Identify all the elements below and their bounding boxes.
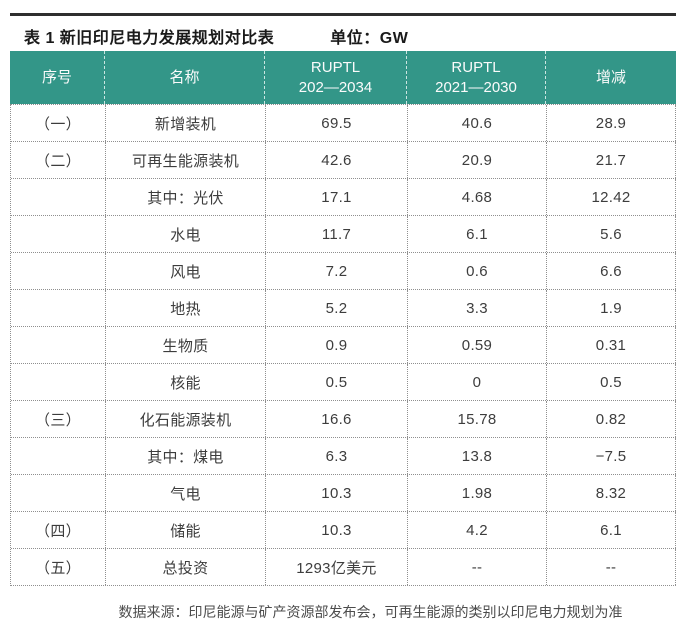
cell-delta: 0.5 (547, 364, 676, 400)
table-title: 表 1 新旧印尼电力发展规划对比表 (24, 30, 275, 47)
comparison-table: 序号 名称 RUPTL 202—2034 RUPTL 2021—2030 增减 … (10, 51, 676, 586)
cell-name: 储能 (106, 512, 266, 548)
cell-delta: 8.32 (547, 475, 676, 511)
cell-name: 生物质 (106, 327, 266, 363)
table-row: 水电 11.7 6.1 5.6 (11, 216, 676, 253)
cell-ruptl-new: 7.2 (266, 253, 408, 289)
header-name: 名称 (105, 51, 265, 104)
table-caption: 表 1 新旧印尼电力发展规划对比表 单位：GW (24, 24, 408, 48)
cell-ruptl-old: 4.2 (408, 512, 547, 548)
cell-ruptl-new: 1293亿美元 (266, 549, 408, 585)
unit-label: 单位：GW (330, 30, 409, 47)
table-header-row: 序号 名称 RUPTL 202—2034 RUPTL 2021—2030 增减 (10, 51, 676, 104)
cell-delta: 28.9 (547, 105, 676, 141)
cell-delta: 6.1 (547, 512, 676, 548)
table-row: 风电 7.2 0.6 6.6 (11, 253, 676, 290)
cell-ruptl-new: 42.6 (266, 142, 408, 178)
cell-ruptl-old: 4.68 (408, 179, 547, 215)
header-delta: 增减 (595, 68, 626, 86)
table-row: （二） 可再生能源装机 42.6 20.9 21.7 (11, 142, 676, 179)
cell-delta: −7.5 (547, 438, 676, 474)
table-row: 气电 10.3 1.98 8.32 (11, 475, 676, 512)
cell-ruptl-new: 17.1 (266, 179, 408, 215)
cell-name: 核能 (106, 364, 266, 400)
cell-ruptl-old: 3.3 (408, 290, 547, 326)
cell-index (11, 290, 106, 326)
source-note: 数据来源：印尼能源与矿产资源部发布会，可再生能源的类别以印尼电力规划为准 (118, 604, 623, 620)
table-row: （一） 新增装机 69.5 40.6 28.9 (11, 105, 676, 142)
cell-ruptl-new: 6.3 (266, 438, 408, 474)
cell-index: （五） (11, 549, 106, 585)
cell-ruptl-new: 0.9 (266, 327, 408, 363)
cell-ruptl-old: 6.1 (408, 216, 547, 252)
cell-index: （二） (11, 142, 106, 178)
cell-name: 其中：光伏 (106, 179, 266, 215)
cell-ruptl-old: 15.78 (408, 401, 547, 437)
cell-ruptl-new: 5.2 (266, 290, 408, 326)
cell-index (11, 438, 106, 474)
cell-name: 总投资 (106, 549, 266, 585)
cell-name: 地热 (106, 290, 266, 326)
table-row: 生物质 0.9 0.59 0.31 (11, 327, 676, 364)
cell-ruptl-new: 10.3 (266, 512, 408, 548)
cell-index (11, 475, 106, 511)
cell-ruptl-new: 69.5 (266, 105, 408, 141)
table-body: （一） 新增装机 69.5 40.6 28.9 （二） 可再生能源装机 42.6… (10, 104, 676, 586)
cell-index: （四） (11, 512, 106, 548)
cell-ruptl-new: 16.6 (266, 401, 408, 437)
table-row: 其中：煤电 6.3 13.8 −7.5 (11, 438, 676, 475)
cell-name: 其中：煤电 (106, 438, 266, 474)
cell-index: （三） (11, 401, 106, 437)
cell-ruptl-old: 13.8 (408, 438, 547, 474)
table-row: （四） 储能 10.3 4.2 6.1 (11, 512, 676, 549)
cell-ruptl-old: 0.6 (408, 253, 547, 289)
table-row: 其中：光伏 17.1 4.68 12.42 (11, 179, 676, 216)
table-row: （五） 总投资 1293亿美元 -- -- (11, 549, 676, 586)
cell-ruptl-old: 1.98 (408, 475, 547, 511)
cell-ruptl-old: 0 (408, 364, 547, 400)
cell-index (11, 364, 106, 400)
cell-index (11, 179, 106, 215)
cell-name: 化石能源装机 (106, 401, 266, 437)
cell-delta: 0.82 (547, 401, 676, 437)
cell-delta: 1.9 (547, 290, 676, 326)
cell-ruptl-old: 0.59 (408, 327, 547, 363)
cell-delta: 21.7 (547, 142, 676, 178)
cell-index (11, 216, 106, 252)
cell-delta: -- (547, 549, 676, 585)
cell-ruptl-old: 40.6 (408, 105, 547, 141)
cell-name: 风电 (106, 253, 266, 289)
table-row: 地热 5.2 3.3 1.9 (11, 290, 676, 327)
cell-ruptl-old: -- (408, 549, 547, 585)
cell-ruptl-new: 0.5 (266, 364, 408, 400)
cell-index (11, 253, 106, 289)
cell-index: （一） (11, 105, 106, 141)
cell-ruptl-old: 20.9 (408, 142, 547, 178)
cell-index (11, 327, 106, 363)
cell-delta: 12.42 (547, 179, 676, 215)
cell-name: 气电 (106, 475, 266, 511)
cell-name: 新增装机 (106, 105, 266, 141)
top-rule (10, 13, 676, 16)
cell-ruptl-new: 11.7 (266, 216, 408, 252)
table-row: （三） 化石能源装机 16.6 15.78 0.82 (11, 401, 676, 438)
cell-delta: 5.6 (547, 216, 676, 252)
header-ruptl-old: RUPTL 2021—2030 (407, 51, 546, 104)
header-index: 序号 (10, 51, 105, 104)
cell-ruptl-new: 10.3 (266, 475, 408, 511)
cell-name: 水电 (106, 216, 266, 252)
cell-name: 可再生能源装机 (106, 142, 266, 178)
table-row: 核能 0.5 0 0.5 (11, 364, 676, 401)
header-ruptl-new: RUPTL 202—2034 (265, 51, 407, 104)
cell-delta: 0.31 (547, 327, 676, 363)
cell-delta: 6.6 (547, 253, 676, 289)
